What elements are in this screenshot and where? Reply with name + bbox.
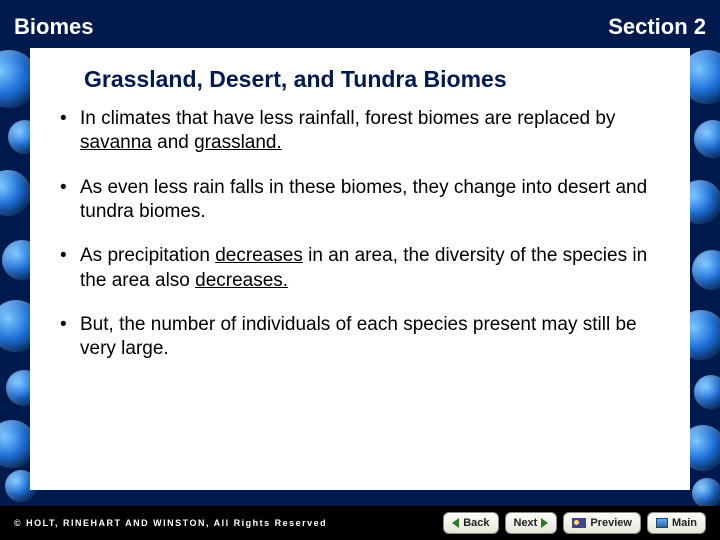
arrow-right-icon bbox=[541, 518, 548, 528]
bullet-item: As precipitation decreases in an area, t… bbox=[54, 244, 666, 293]
bullet-list: In climates that have less rainfall, for… bbox=[54, 107, 666, 362]
next-button[interactable]: Next bbox=[505, 512, 558, 534]
bubble-decoration bbox=[0, 170, 31, 216]
slide-content: Grassland, Desert, and Tundra Biomes In … bbox=[30, 48, 690, 490]
copyright-text: © HOLT, RINEHART AND WINSTON, All Rights… bbox=[14, 518, 327, 528]
main-label: Main bbox=[672, 517, 697, 529]
arrow-left-icon bbox=[452, 518, 459, 528]
main-button[interactable]: Main bbox=[647, 512, 706, 534]
back-label: Back bbox=[463, 517, 489, 529]
preview-icon bbox=[572, 518, 586, 528]
bullet-item: As even less rain falls in these biomes,… bbox=[54, 176, 666, 225]
bubble-decoration bbox=[692, 478, 720, 508]
bullet-item: But, the number of individuals of each s… bbox=[54, 313, 666, 362]
preview-label: Preview bbox=[590, 517, 632, 529]
back-button[interactable]: Back bbox=[443, 512, 498, 534]
slide-header: Biomes Section 2 bbox=[14, 14, 706, 40]
next-label: Next bbox=[514, 517, 538, 529]
bubble-decoration bbox=[692, 250, 720, 290]
bullet-item: In climates that have less rainfall, for… bbox=[54, 107, 666, 156]
bubble-decoration bbox=[694, 375, 720, 409]
main-icon bbox=[656, 518, 668, 528]
footer-bar: © HOLT, RINEHART AND WINSTON, All Rights… bbox=[0, 506, 720, 540]
nav-button-group: Back Next Preview Main bbox=[443, 512, 706, 534]
slide-title: Grassland, Desert, and Tundra Biomes bbox=[84, 66, 666, 93]
bubble-decoration bbox=[694, 120, 720, 158]
header-right: Section 2 bbox=[608, 14, 706, 40]
header-left: Biomes bbox=[14, 14, 93, 40]
preview-button[interactable]: Preview bbox=[563, 512, 641, 534]
